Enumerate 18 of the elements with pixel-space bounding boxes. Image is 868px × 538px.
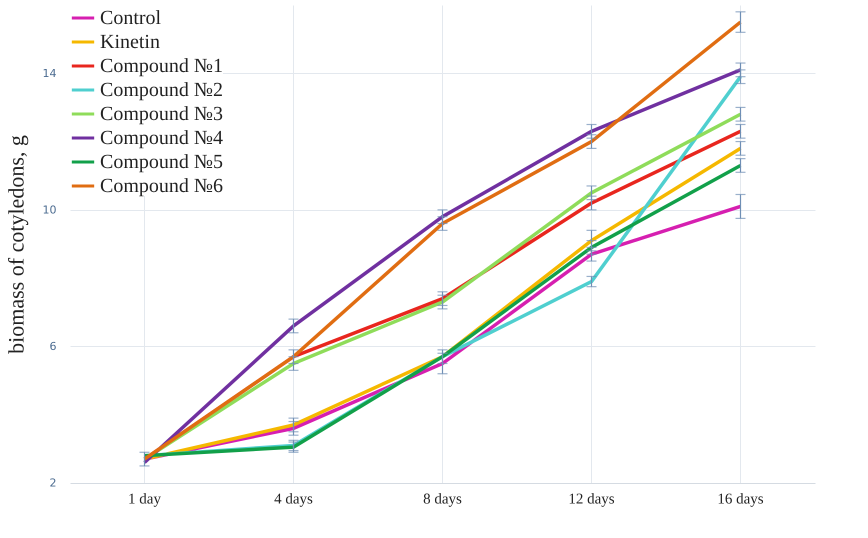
x-tick-label: 16 days — [717, 492, 764, 508]
y-tick-label: 14 — [42, 66, 56, 80]
x-tick-label: 4 days — [274, 492, 314, 508]
x-tick-label: 1 day — [128, 492, 162, 508]
y-axis-title: biomass of cotyledons, g — [4, 135, 29, 354]
legend-label: Compound №2 — [100, 79, 223, 101]
legend-label: Compound №3 — [100, 103, 223, 125]
legend-label: Compound №4 — [100, 127, 223, 149]
legend-label: Compound №5 — [100, 151, 223, 173]
legend-label: Kinetin — [100, 31, 160, 53]
legend-label: Compound №1 — [100, 55, 223, 77]
legend-label: Compound №6 — [100, 175, 223, 197]
y-tick-label: 10 — [42, 203, 56, 216]
y-tick-label: 2 — [50, 476, 56, 490]
x-tick-label: 8 days — [423, 492, 462, 508]
legend-label: Control — [100, 7, 162, 29]
x-tick-label: 12 days — [568, 492, 615, 508]
y-tick-label: 6 — [50, 340, 56, 353]
